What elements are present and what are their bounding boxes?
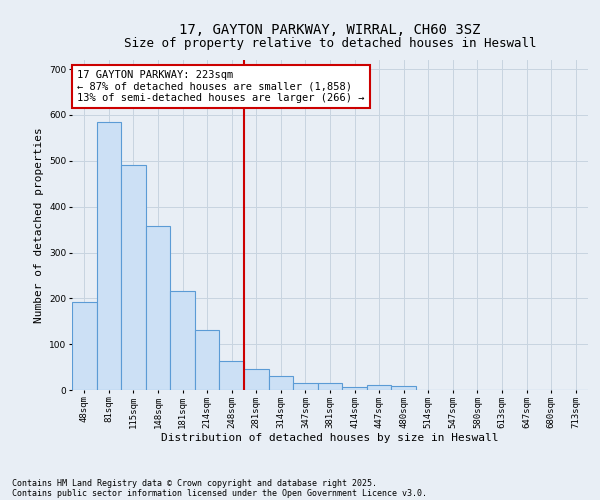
Bar [367,386,391,390]
Bar [318,383,342,390]
Text: Contains public sector information licensed under the Open Government Licence v3: Contains public sector information licen… [12,488,427,498]
Text: Size of property relative to detached houses in Heswall: Size of property relative to detached ho… [124,38,536,51]
Bar [293,383,318,390]
Text: Contains HM Land Registry data © Crown copyright and database right 2025.: Contains HM Land Registry data © Crown c… [12,478,377,488]
Text: 17 GAYTON PARKWAY: 223sqm
← 87% of detached houses are smaller (1,858)
13% of se: 17 GAYTON PARKWAY: 223sqm ← 87% of detac… [77,70,365,103]
Text: 17, GAYTON PARKWAY, WIRRAL, CH60 3SZ: 17, GAYTON PARKWAY, WIRRAL, CH60 3SZ [179,22,481,36]
Bar [121,166,146,390]
Y-axis label: Number of detached properties: Number of detached properties [34,127,44,323]
Bar [195,330,220,390]
Bar [269,376,293,390]
Bar [72,302,97,390]
Bar [391,386,416,390]
X-axis label: Distribution of detached houses by size in Heswall: Distribution of detached houses by size … [161,434,499,444]
Bar [342,387,367,390]
Bar [146,226,170,390]
Bar [170,292,195,390]
Bar [244,370,269,390]
Bar [97,122,121,390]
Bar [220,361,244,390]
